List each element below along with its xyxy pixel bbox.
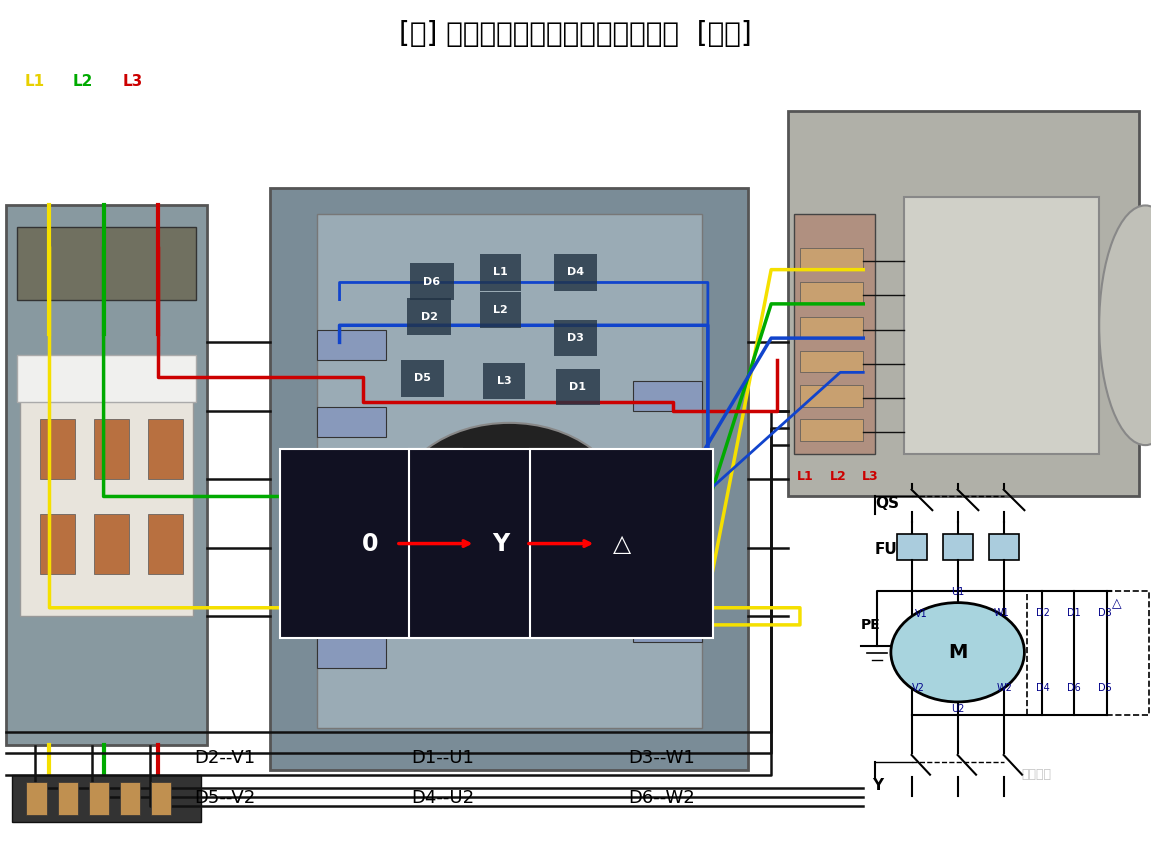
Text: D4--U2: D4--U2 xyxy=(412,788,474,807)
Text: D3--W1: D3--W1 xyxy=(628,748,695,767)
Text: D6: D6 xyxy=(424,276,440,287)
Text: D1: D1 xyxy=(1067,608,1081,618)
Bar xyxy=(800,385,863,407)
Bar xyxy=(317,638,386,668)
Bar xyxy=(317,407,386,437)
Text: FU: FU xyxy=(875,542,898,557)
Text: L3: L3 xyxy=(862,470,878,484)
Bar xyxy=(17,227,196,300)
Text: L2: L2 xyxy=(830,470,846,484)
Text: U2: U2 xyxy=(951,704,965,714)
Bar xyxy=(633,458,702,488)
Bar xyxy=(26,782,47,815)
Bar xyxy=(270,188,748,770)
Bar xyxy=(317,330,386,360)
Text: D2--V1: D2--V1 xyxy=(193,748,256,767)
Text: V2: V2 xyxy=(912,683,925,693)
Circle shape xyxy=(394,423,624,594)
Bar xyxy=(800,317,863,338)
Bar xyxy=(58,782,78,815)
Bar xyxy=(317,484,386,514)
Text: D3: D3 xyxy=(1098,608,1112,618)
Text: L3: L3 xyxy=(497,376,511,386)
Text: W2: W2 xyxy=(997,683,1013,693)
Bar xyxy=(40,514,75,574)
Text: D5: D5 xyxy=(414,373,430,383)
Text: Y: Y xyxy=(872,778,884,794)
Text: D5--V2: D5--V2 xyxy=(193,788,256,807)
Bar xyxy=(800,351,863,372)
Text: △: △ xyxy=(612,532,631,556)
Bar xyxy=(989,534,1019,560)
Bar xyxy=(904,197,1099,454)
Bar xyxy=(148,514,183,574)
Text: L1: L1 xyxy=(494,267,508,277)
Bar xyxy=(151,782,171,815)
Bar xyxy=(94,419,129,479)
Bar xyxy=(12,775,201,822)
Text: Y: Y xyxy=(493,532,509,556)
Circle shape xyxy=(891,603,1024,702)
Text: L1: L1 xyxy=(24,74,45,89)
Ellipse shape xyxy=(1099,205,1151,445)
Text: △: △ xyxy=(1112,597,1121,610)
Text: D2: D2 xyxy=(1036,608,1050,618)
Bar xyxy=(800,248,863,270)
Text: L1: L1 xyxy=(798,470,814,484)
Text: L2: L2 xyxy=(494,305,508,315)
Text: [四] 三相电动机的星三角形降压起动  [手动]: [四] 三相电动机的星三角形降压起动 [手动] xyxy=(399,21,752,48)
Text: L3: L3 xyxy=(122,74,143,89)
Bar xyxy=(788,111,1139,496)
Bar xyxy=(633,612,702,642)
Text: D6--W2: D6--W2 xyxy=(628,788,695,807)
Text: 电工之家: 电工之家 xyxy=(1021,768,1051,782)
Bar xyxy=(120,782,140,815)
Text: QS: QS xyxy=(875,496,899,511)
Text: PE: PE xyxy=(861,618,881,632)
Bar xyxy=(317,561,386,591)
Bar xyxy=(943,534,973,560)
Text: 0: 0 xyxy=(363,532,379,556)
Text: D6: D6 xyxy=(1067,683,1081,693)
Text: V1: V1 xyxy=(914,609,928,619)
Bar xyxy=(20,377,193,616)
Bar xyxy=(633,381,702,411)
Bar xyxy=(317,214,702,728)
Text: W1: W1 xyxy=(993,608,1009,618)
Bar xyxy=(800,282,863,304)
Text: D1--U1: D1--U1 xyxy=(412,748,474,767)
Text: D4: D4 xyxy=(1036,683,1050,693)
Bar xyxy=(40,419,75,479)
Bar xyxy=(1027,591,1149,715)
Text: U1: U1 xyxy=(951,587,965,597)
Bar xyxy=(800,419,863,441)
Bar xyxy=(897,534,927,560)
Text: D1: D1 xyxy=(570,382,586,392)
Text: D4: D4 xyxy=(567,267,584,277)
Bar xyxy=(94,514,129,574)
Text: D5: D5 xyxy=(1098,683,1112,693)
Bar xyxy=(17,355,196,402)
Bar xyxy=(148,419,183,479)
Bar xyxy=(89,782,109,815)
Text: D3: D3 xyxy=(567,333,584,343)
Text: M: M xyxy=(948,643,967,662)
Text: D2: D2 xyxy=(421,312,437,322)
Bar xyxy=(6,205,207,745)
Text: L2: L2 xyxy=(73,74,93,89)
Bar xyxy=(794,214,875,454)
Bar xyxy=(633,535,702,565)
